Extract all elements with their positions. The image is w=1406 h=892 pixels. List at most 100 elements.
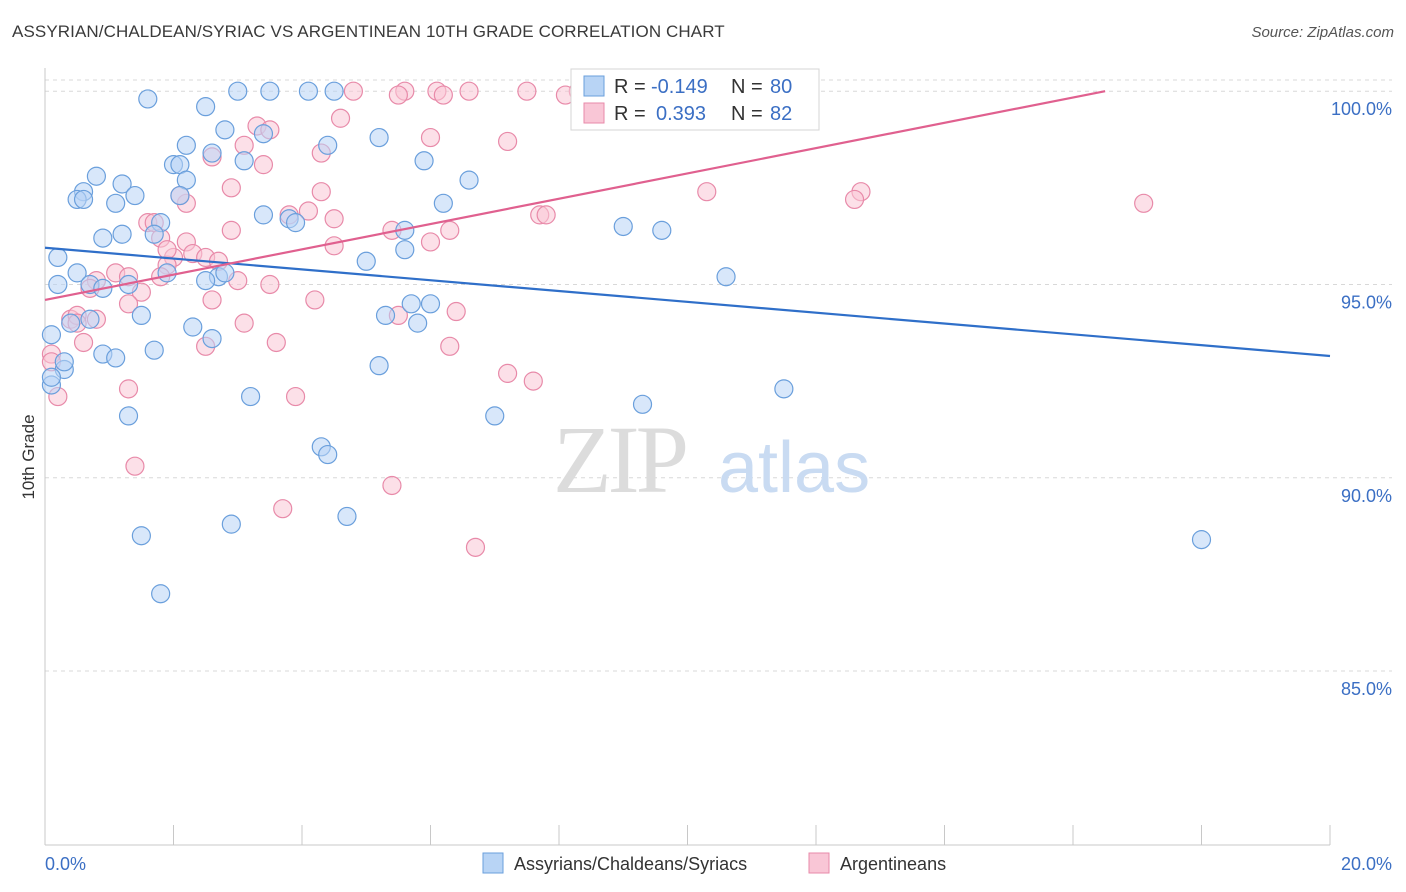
assyrians-point-66 bbox=[241, 386, 261, 407]
legend-swatch-argentineans[interactable] bbox=[808, 852, 830, 874]
argentineans-point-20 bbox=[253, 155, 274, 175]
assyrians-point-69 bbox=[485, 406, 505, 426]
assyrians-point-2 bbox=[298, 81, 319, 101]
y-tick-label-1: 90.0% bbox=[1341, 486, 1392, 506]
argentineans-point-53 bbox=[305, 290, 325, 310]
argentineans-point-16 bbox=[498, 131, 518, 152]
assyrians-point-11 bbox=[202, 143, 222, 163]
assyrians-point-0 bbox=[138, 89, 158, 109]
argentineans-point-74 bbox=[125, 456, 145, 476]
argentineans-point-70 bbox=[523, 371, 543, 391]
assyrians-point-23 bbox=[106, 193, 126, 213]
assyrians-point-1 bbox=[228, 81, 248, 101]
y-axis-title: 10th Grade bbox=[19, 414, 38, 499]
assyrians-point-67 bbox=[632, 394, 653, 414]
argentineans-point-63 bbox=[73, 332, 94, 353]
argentineans-point-60 bbox=[446, 301, 466, 322]
argentineans-point-31 bbox=[536, 205, 556, 225]
stats-n-value-blue: 80 bbox=[770, 76, 792, 98]
stats-n-label-blue: N = bbox=[731, 76, 763, 98]
assyrians-point-19 bbox=[459, 170, 479, 190]
assyrians-point-40 bbox=[67, 263, 87, 283]
assyrians-point-36 bbox=[144, 224, 164, 244]
stats-r-value-blue: -0.149 bbox=[651, 76, 708, 98]
assyrians-point-38 bbox=[48, 247, 68, 268]
argentineans-point-8 bbox=[388, 85, 408, 105]
legend-label-argentineans[interactable]: Argentineans bbox=[840, 854, 946, 874]
argentineans-point-22 bbox=[311, 182, 331, 202]
assyrians-point-33 bbox=[652, 220, 672, 240]
assyrians-point-35 bbox=[112, 224, 132, 244]
assyrians-points bbox=[41, 81, 1212, 604]
argentineans-point-79 bbox=[298, 201, 319, 221]
assyrians-point-13 bbox=[234, 151, 254, 171]
argentineans-point-61 bbox=[234, 313, 254, 333]
assyrians-point-54 bbox=[375, 305, 396, 326]
assyrians-point-61 bbox=[106, 348, 126, 368]
assyrians-trend-line bbox=[44, 246, 1331, 358]
assyrians-point-77 bbox=[41, 367, 62, 387]
argentineans-point-73 bbox=[285, 386, 306, 407]
assyrians-point-22 bbox=[73, 189, 94, 210]
argentineans-point-80 bbox=[157, 240, 177, 260]
watermark-atlas: atlas bbox=[718, 428, 870, 508]
legend-swatch-assyrians[interactable] bbox=[482, 852, 504, 874]
argentineans-point-40 bbox=[324, 236, 344, 256]
argentineans-trend-line bbox=[44, 90, 1106, 302]
assyrians-point-3 bbox=[324, 81, 344, 101]
stats-r-label-pink: R = bbox=[614, 103, 646, 125]
assyrians-point-53 bbox=[61, 313, 81, 333]
argentineans-point-69 bbox=[498, 363, 518, 383]
argentineans-point-26 bbox=[1134, 193, 1154, 213]
assyrians-point-16 bbox=[86, 166, 107, 186]
chart-title: ASSYRIAN/CHALDEAN/SYRIAC VS ARGENTINEAN … bbox=[12, 22, 725, 41]
argentineans-point-39 bbox=[420, 232, 441, 252]
argentineans-point-15 bbox=[420, 127, 441, 148]
assyrians-point-24 bbox=[125, 185, 145, 206]
assyrians-point-76 bbox=[151, 584, 171, 604]
argentineans-point-66 bbox=[440, 336, 460, 356]
argentineans-point-34 bbox=[221, 220, 241, 240]
assyrians-point-30 bbox=[285, 213, 306, 233]
stats-n-value-pink: 82 bbox=[770, 103, 792, 125]
assyrians-point-55 bbox=[408, 313, 428, 333]
assyrians-point-4 bbox=[196, 97, 216, 117]
stats-n-label-pink: N = bbox=[731, 103, 763, 125]
stats-swatch-pink bbox=[583, 102, 605, 124]
argentineans-point-55 bbox=[202, 290, 222, 310]
argentineans-point-21 bbox=[221, 178, 241, 198]
assyrians-point-9 bbox=[318, 135, 338, 155]
x-tick-label-1: 20.0% bbox=[1341, 854, 1392, 874]
assyrians-point-56 bbox=[183, 317, 203, 337]
assyrians-point-27 bbox=[253, 205, 274, 225]
assyrians-point-39 bbox=[356, 251, 376, 271]
assyrians-point-57 bbox=[41, 325, 62, 345]
argentineans-point-12 bbox=[330, 108, 351, 128]
stats-r-value-pink: 0.393 bbox=[656, 103, 706, 125]
argentineans-point-23 bbox=[697, 182, 717, 202]
argentineans-point-77 bbox=[465, 537, 486, 557]
assyrians-point-7 bbox=[253, 124, 274, 144]
assyrians-point-74 bbox=[131, 526, 151, 546]
assyrians-point-59 bbox=[144, 340, 164, 360]
assyrians-point-17 bbox=[112, 174, 132, 194]
stats-r-label-blue: R = bbox=[614, 76, 646, 98]
assyrians-point-34 bbox=[93, 228, 113, 248]
assyrians-point-5 bbox=[260, 81, 280, 101]
legend-label-assyrians[interactable]: Assyrians/Chaldeans/Syriacs bbox=[514, 854, 747, 874]
stats-swatch-blue bbox=[583, 75, 605, 97]
y-tick-label-0: 85.0% bbox=[1341, 679, 1392, 699]
assyrians-point-46 bbox=[196, 271, 216, 291]
assyrians-point-32 bbox=[613, 216, 633, 237]
assyrians-point-14 bbox=[414, 151, 434, 171]
argentineans-point-71 bbox=[118, 379, 139, 399]
assyrians-point-65 bbox=[774, 379, 794, 399]
assyrians-point-49 bbox=[401, 294, 421, 314]
trend-lines bbox=[44, 90, 1331, 358]
source-credit: Source: ZipAtlas.com bbox=[1251, 24, 1394, 41]
y-tick-label-2: 95.0% bbox=[1341, 292, 1392, 312]
argentineans-point-54 bbox=[118, 294, 139, 314]
assyrians-point-6 bbox=[215, 120, 235, 140]
assyrians-point-50 bbox=[420, 294, 441, 314]
